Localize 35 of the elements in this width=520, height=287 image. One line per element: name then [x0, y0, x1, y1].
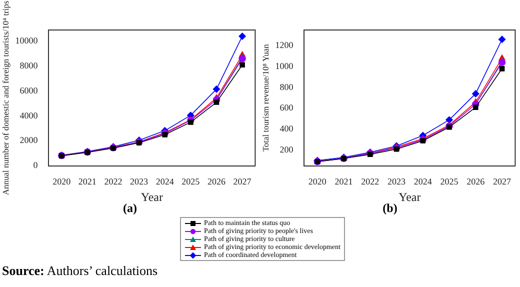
y-axis-title: Total tourism revenue/10⁸ Yuan	[260, 43, 270, 152]
x-tick-label: 2023	[388, 176, 406, 187]
y-tick-label: 2000	[20, 135, 38, 146]
x-tick-label: 2022	[104, 176, 122, 187]
x-tick-label: 2026	[466, 176, 486, 187]
y-tick-label: 10000	[15, 36, 38, 46]
x-tick-label: 2027	[233, 176, 252, 187]
x-tick-label: 2021	[334, 176, 353, 187]
y-tick-label: 1000	[275, 60, 294, 71]
text: (a)	[123, 201, 137, 215]
x-axis-title: Year	[140, 190, 164, 204]
y-tick-label: 6000	[20, 85, 38, 96]
x-tick-label: 2025	[182, 176, 200, 187]
x-tick-label: 2022	[361, 176, 380, 187]
y-tick-label: 0	[33, 160, 38, 170]
x-tick-label: 2024	[414, 176, 432, 187]
source-note: Source: Authors’ calculations	[2, 263, 158, 279]
y-tick-label: 400	[280, 124, 294, 134]
x-tick-label: 2020	[308, 176, 327, 187]
y-axis-title: Annual number of domestic and foreign tourists/10⁴ trips	[0, 0, 10, 196]
y-tick-label: 800	[280, 82, 294, 92]
y-tick-label: 4000	[20, 110, 38, 120]
x-tick-label: 2027	[493, 176, 512, 187]
text: (b)	[382, 201, 398, 215]
x-tick-label: 2021	[78, 176, 96, 187]
x-tick-label: 2020	[52, 176, 72, 187]
y-tick-label: 600	[280, 102, 294, 113]
y-tick-label: 8000	[20, 60, 38, 70]
x-axis-title: Year	[398, 190, 421, 204]
y-tick-label: 200	[280, 144, 294, 154]
x-tick-label: 2023	[130, 176, 149, 187]
x-tick-label: 2025	[440, 176, 459, 187]
x-tick-label: 2026	[207, 176, 226, 187]
y-tick-label: 1200	[275, 40, 294, 50]
x-tick-label: 2024	[156, 176, 174, 187]
